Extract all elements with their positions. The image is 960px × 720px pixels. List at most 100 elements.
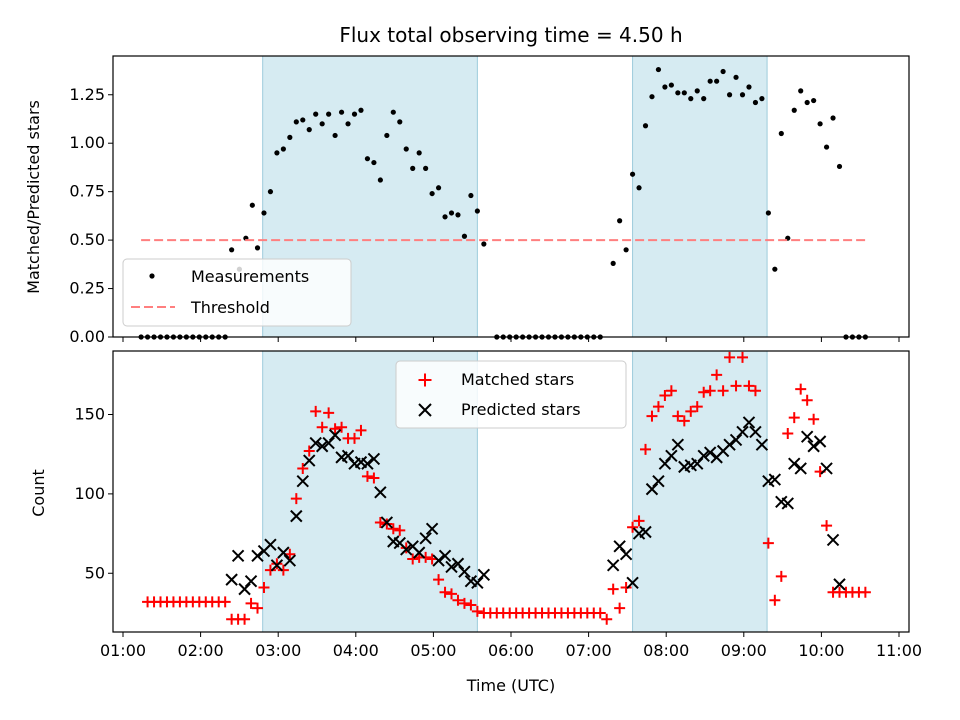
legend-predicted-label: Predicted stars <box>461 400 581 419</box>
bottom-axes-frame <box>112 350 910 633</box>
measurement-point <box>655 66 662 73</box>
top-panel: 0.00 0.25 0.50 0.75 1.00 1.25 Matched/Predict… <box>24 55 910 346</box>
y-tick-label: 0.75 <box>69 182 105 201</box>
legend-matched-label: Matched stars <box>461 370 574 389</box>
matched-stars-point <box>652 401 664 413</box>
matched-stars-point <box>433 574 445 586</box>
predicted-stars-point <box>309 436 322 450</box>
measurement-point <box>371 159 377 166</box>
measurement-point <box>707 78 713 84</box>
legend-measurements-label: Measurements <box>191 267 309 286</box>
measurement-point <box>364 156 371 162</box>
matched-stars-point <box>808 413 820 425</box>
x-tick-label: 06:00 <box>488 641 534 660</box>
matched-stars-point <box>620 582 632 594</box>
x-tick-label: 07:00 <box>566 641 612 660</box>
measurement-point <box>649 94 655 100</box>
x-tick-label: 04:00 <box>333 641 379 660</box>
matched-stars-point <box>407 553 419 565</box>
predicted-stars-point <box>283 554 297 567</box>
matched-stars-point <box>446 588 458 600</box>
predicted-stars-point <box>658 457 672 470</box>
measurement-point <box>254 245 261 251</box>
matched-stars-point <box>801 394 813 406</box>
predicted-stars-point <box>380 516 394 529</box>
matched-stars-point <box>730 380 742 392</box>
predicted-stars-point <box>471 576 484 589</box>
predicted-stars-point <box>315 440 329 453</box>
measurement-point <box>326 111 332 117</box>
matched-stars-point <box>252 602 264 614</box>
measurement-point <box>481 241 487 247</box>
measurement-point <box>455 212 461 218</box>
x-tick-label: 08:00 <box>643 641 689 660</box>
predicted-stars-point <box>438 549 452 563</box>
bottom-legend: Matched stars Predicted stars <box>395 360 627 429</box>
matched-stars-point <box>672 410 684 422</box>
matched-stars-point <box>659 389 671 401</box>
measurement-point <box>733 74 739 80</box>
measurement-point <box>726 92 733 98</box>
predicted-stars-point <box>458 565 471 578</box>
measurement-point <box>474 208 480 214</box>
matched-stars-point <box>821 520 833 532</box>
x-tick-label: 11:00 <box>876 641 922 660</box>
matched-stars-point <box>640 443 652 455</box>
matched-stars-point <box>859 586 871 598</box>
predicted-stars-point <box>341 449 355 462</box>
y-tick-label: 1.25 <box>69 85 105 104</box>
predicted-stars-point <box>238 582 251 596</box>
measurement-point <box>681 90 687 96</box>
measurement-point <box>629 171 636 177</box>
matched-stars-point <box>439 586 451 598</box>
matched-stars-point <box>310 405 322 417</box>
matched-stars-point <box>594 607 606 619</box>
matched-stars-point <box>646 410 658 422</box>
bottom-series <box>142 351 871 625</box>
top-axes-frame <box>112 55 910 338</box>
predicted-stars-point <box>813 435 827 448</box>
measurement-point <box>610 260 616 266</box>
predicted-stars-point <box>270 559 284 572</box>
predicted-stars-point <box>361 457 374 470</box>
predicted-stars-point <box>800 430 814 443</box>
bottom-y-axis-label: Count <box>29 469 48 517</box>
measurement-point <box>306 127 312 133</box>
predicted-stars-point <box>807 440 820 453</box>
measurement-point <box>798 88 804 94</box>
predicted-stars-point <box>367 452 381 466</box>
matched-stars-point <box>336 421 348 433</box>
predicted-stars-point <box>296 474 309 488</box>
measurement-point <box>804 99 810 106</box>
measurement-point <box>338 109 345 115</box>
measurement-point <box>772 266 778 272</box>
matched-stars-point <box>769 594 781 606</box>
measurement-point <box>293 119 299 125</box>
measurement-point <box>759 96 765 102</box>
predicted-stars-point <box>419 532 432 545</box>
matched-stars-point <box>685 405 697 417</box>
predicted-stars-point <box>703 446 717 459</box>
measurement-point <box>261 210 267 216</box>
matched-stars-point <box>258 582 270 594</box>
matched-stars-point <box>323 407 335 419</box>
predicted-stars-point <box>729 433 743 447</box>
predicted-stars-point <box>303 454 316 467</box>
predicted-stars-point <box>697 449 710 462</box>
predicted-stars-point <box>374 486 387 499</box>
predicted-stars-point <box>225 573 238 586</box>
matched-stars-point <box>297 462 309 474</box>
predicted-stars-point <box>451 557 465 570</box>
x-tick-label: 03:00 <box>255 641 301 660</box>
measurement-point <box>403 146 409 152</box>
measurement-point <box>416 150 422 156</box>
matched-stars-point <box>704 385 716 397</box>
predicted-stars-point <box>606 559 620 572</box>
measurement-point <box>617 218 623 224</box>
predicted-stars-point <box>322 436 335 450</box>
predicted-stars-point <box>328 428 342 442</box>
measurement-point <box>675 90 681 96</box>
matched-stars-point <box>219 596 231 608</box>
matched-stars-point <box>743 380 755 392</box>
